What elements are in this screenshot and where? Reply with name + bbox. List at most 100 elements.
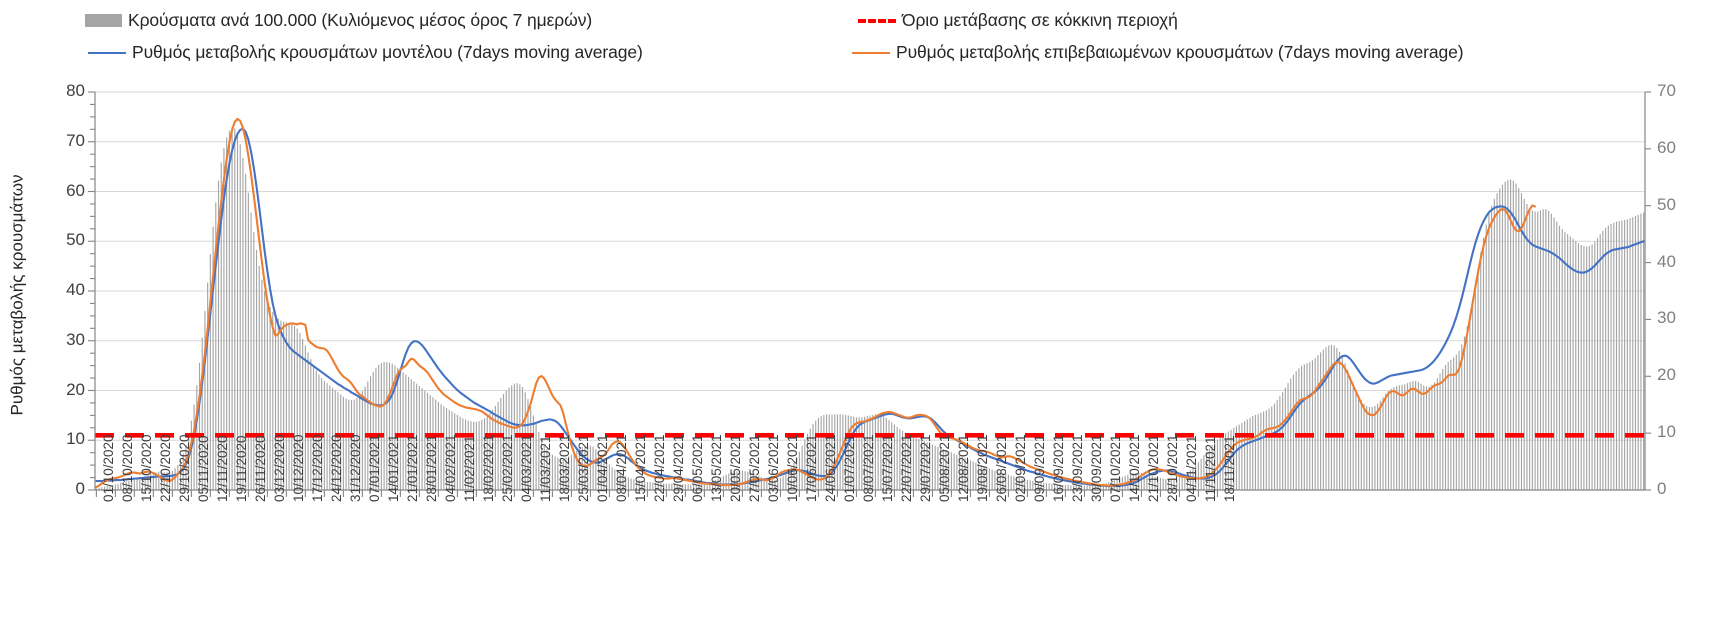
bar [573, 452, 575, 490]
bar [1605, 227, 1607, 490]
chart-legend: Κρούσματα ανά 100.000 (Κυλιόμενος μέσος … [0, 0, 1712, 72]
bar [445, 408, 448, 490]
bar [277, 318, 279, 490]
bar [302, 338, 304, 490]
bar [340, 394, 342, 490]
bar [1244, 421, 1246, 490]
bar [907, 434, 909, 490]
bar [190, 420, 192, 490]
bar [1363, 403, 1365, 490]
bar [345, 398, 347, 490]
bar [356, 397, 358, 490]
bar [828, 414, 830, 490]
bar [1040, 482, 1042, 490]
bar [1444, 364, 1447, 490]
bar [152, 472, 154, 490]
legend-item-model-line[interactable]: Ρυθμός μεταβολής κρουσμάτων μοντέλου (7d… [88, 42, 643, 63]
bar [274, 316, 277, 490]
bar [630, 478, 632, 490]
bar [1561, 229, 1563, 490]
bar [1482, 237, 1485, 490]
bar [261, 279, 263, 490]
bar [1184, 474, 1186, 490]
bar [554, 456, 556, 490]
bar [774, 479, 776, 490]
bar [853, 416, 855, 490]
bar [1621, 220, 1623, 490]
bar [595, 449, 597, 490]
bar [280, 320, 282, 490]
bar [701, 483, 703, 490]
bar [1360, 400, 1362, 490]
bar [1510, 179, 1512, 490]
bar [611, 467, 613, 490]
bar [1580, 244, 1582, 490]
bar [1086, 485, 1088, 490]
bar [1374, 405, 1376, 490]
bar [1029, 480, 1031, 490]
bar [1273, 403, 1276, 490]
bar [709, 482, 711, 490]
bar [204, 310, 206, 490]
bar [557, 457, 559, 490]
bar [999, 472, 1001, 490]
bar [1005, 474, 1007, 490]
bar [1254, 414, 1257, 490]
bar [904, 432, 906, 490]
bar [1366, 405, 1368, 490]
bar [546, 449, 548, 490]
bar [864, 416, 866, 490]
bar-series [95, 127, 1645, 491]
bar [182, 453, 184, 490]
bar [899, 429, 901, 490]
bar [378, 364, 380, 490]
bar [1037, 482, 1039, 490]
bar [307, 352, 309, 490]
bar [429, 395, 431, 490]
legend-item-confirmed-line[interactable]: Ρυθμός μεταβολής επιβεβαιωμένων κρουσμάτ… [852, 42, 1464, 63]
bar [1586, 246, 1588, 490]
bar [128, 480, 130, 490]
bar [1322, 349, 1324, 490]
bar [1409, 381, 1411, 490]
bar [1583, 246, 1585, 490]
bar [1197, 462, 1200, 490]
bar [226, 137, 228, 491]
bar [500, 397, 502, 490]
legend-item-cases-bars[interactable]: Κρούσματα ανά 100.000 (Κυλιόμενος μέσος … [85, 10, 592, 31]
bar [1097, 484, 1099, 490]
bar [1309, 362, 1311, 490]
bar [741, 470, 743, 490]
bar [1062, 484, 1064, 490]
bar [1216, 439, 1219, 490]
line-swatch-icon [852, 51, 890, 54]
bar [139, 478, 141, 490]
bar [1151, 475, 1153, 490]
bar [253, 231, 255, 490]
bar [942, 449, 944, 490]
bar [866, 416, 868, 490]
bar [1529, 207, 1531, 491]
bar [869, 415, 871, 490]
bar [1596, 238, 1599, 490]
bar [1447, 362, 1449, 490]
bar [1396, 385, 1398, 490]
bar [1450, 359, 1452, 490]
bar [231, 127, 233, 490]
bar [478, 421, 480, 490]
bar [1287, 383, 1289, 490]
bar [342, 396, 344, 490]
bar [117, 483, 119, 490]
legend-item-threshold[interactable]: Όριο μετάβασης σε κόκκινη περιοχή [858, 10, 1178, 31]
bar [1336, 347, 1338, 490]
bar [964, 458, 966, 490]
bar [220, 162, 222, 490]
bar [1325, 347, 1327, 490]
bar [641, 480, 643, 490]
bar [1330, 345, 1333, 490]
bar [505, 390, 507, 490]
bar [435, 399, 437, 490]
bar [1507, 180, 1509, 490]
bar [1542, 209, 1544, 490]
